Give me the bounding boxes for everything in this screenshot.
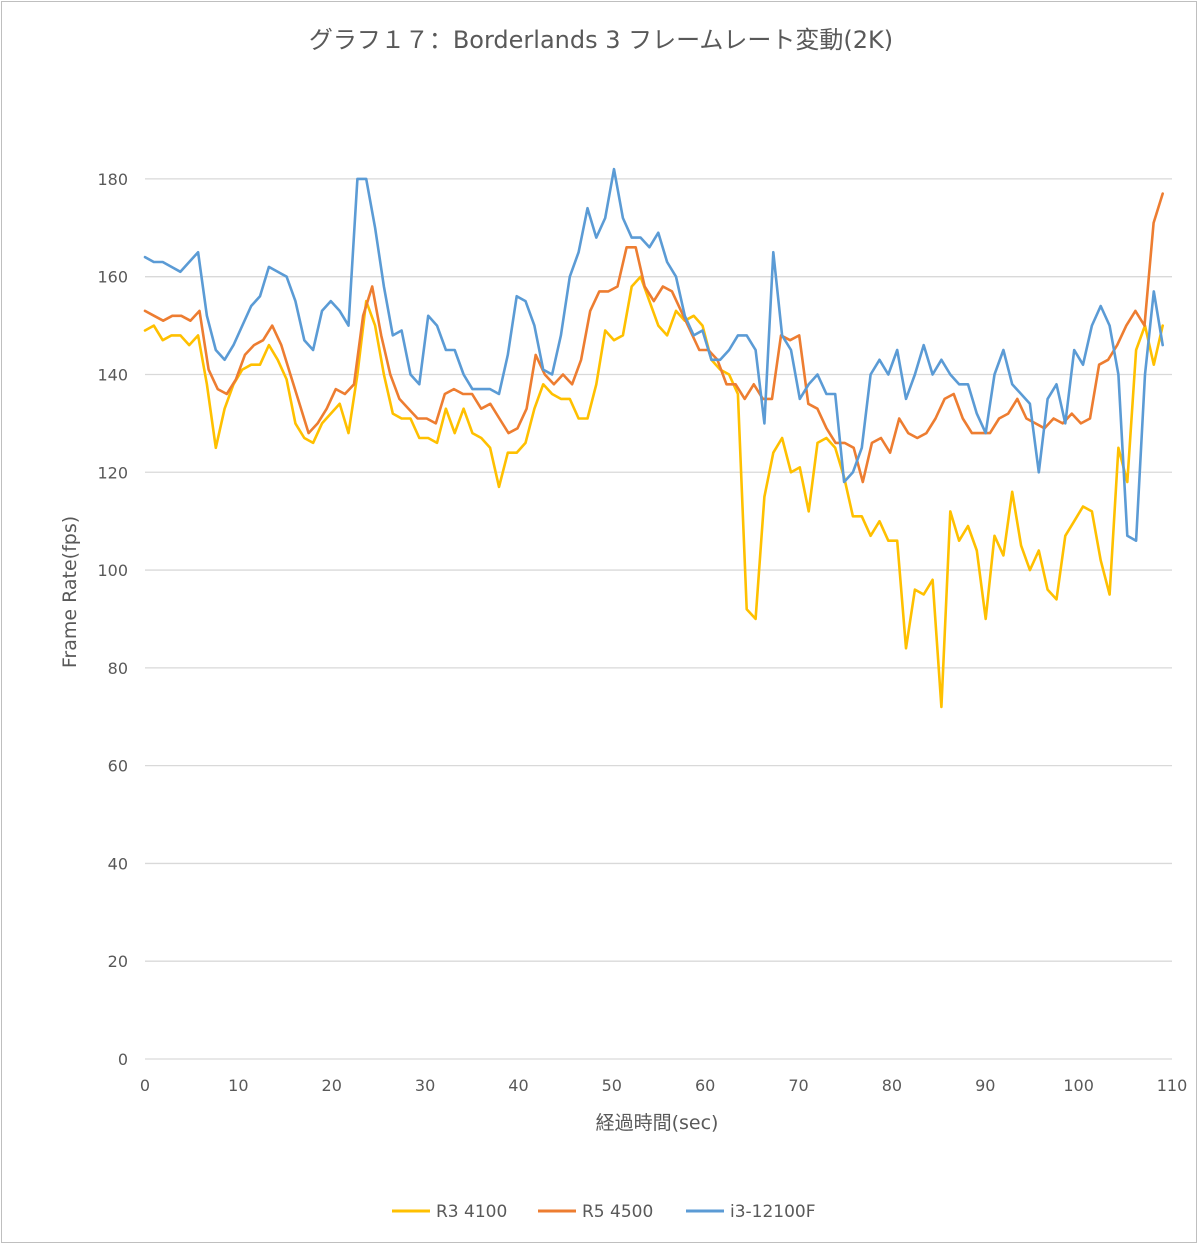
y-tick-label: 180 xyxy=(97,170,128,189)
x-tick-label: 70 xyxy=(788,1076,808,1095)
series-line-r3-4100 xyxy=(143,275,1164,709)
series-lines xyxy=(143,167,1164,709)
y-tick-label: 120 xyxy=(97,463,128,482)
x-tick-label: 30 xyxy=(415,1076,435,1095)
gridlines xyxy=(145,178,1172,1060)
x-tick-label: 0 xyxy=(140,1076,150,1095)
x-tick-label: 90 xyxy=(975,1076,995,1095)
legend-label-r5-4500: R5 4500 xyxy=(582,1202,653,1222)
chart-title: グラフ１７：Borderlands 3 フレームレート変動(2K) xyxy=(309,26,893,54)
x-tick-label: 20 xyxy=(322,1076,342,1095)
y-tick-label: 100 xyxy=(97,561,128,580)
y-tick-labels: 0 20 40 60 80 100 120 140 160 180 xyxy=(97,170,128,1069)
legend-label-i3-12100f: i3-12100F xyxy=(730,1202,816,1222)
y-tick-label: 0 xyxy=(118,1050,128,1069)
y-tick-label: 60 xyxy=(108,757,128,776)
x-tick-label: 80 xyxy=(882,1076,902,1095)
x-tick-label: 110 xyxy=(1157,1076,1188,1095)
y-tick-label: 140 xyxy=(97,365,128,384)
y-tick-label: 40 xyxy=(108,854,128,873)
x-tick-label: 100 xyxy=(1063,1076,1094,1095)
x-tick-label: 50 xyxy=(602,1076,622,1095)
x-tick-labels: 0 10 20 30 40 50 60 70 80 90 100 110 xyxy=(140,1076,1187,1095)
y-axis-title: Frame Rate(fps) xyxy=(59,516,81,668)
x-tick-label: 10 xyxy=(228,1076,248,1095)
y-tick-label: 20 xyxy=(108,952,128,971)
y-tick-label: 160 xyxy=(97,268,128,287)
series-line-r5-4500 xyxy=(143,192,1164,484)
series-line-i3-12100f xyxy=(143,167,1164,543)
x-tick-label: 60 xyxy=(695,1076,715,1095)
x-axis-title: 経過時間(sec) xyxy=(596,1112,719,1134)
y-tick-label: 80 xyxy=(108,659,128,678)
legend: R3 4100 R5 4500 i3-12100F xyxy=(392,1202,816,1222)
x-tick-label: 40 xyxy=(508,1076,528,1095)
legend-label-r3-4100: R3 4100 xyxy=(436,1202,507,1222)
